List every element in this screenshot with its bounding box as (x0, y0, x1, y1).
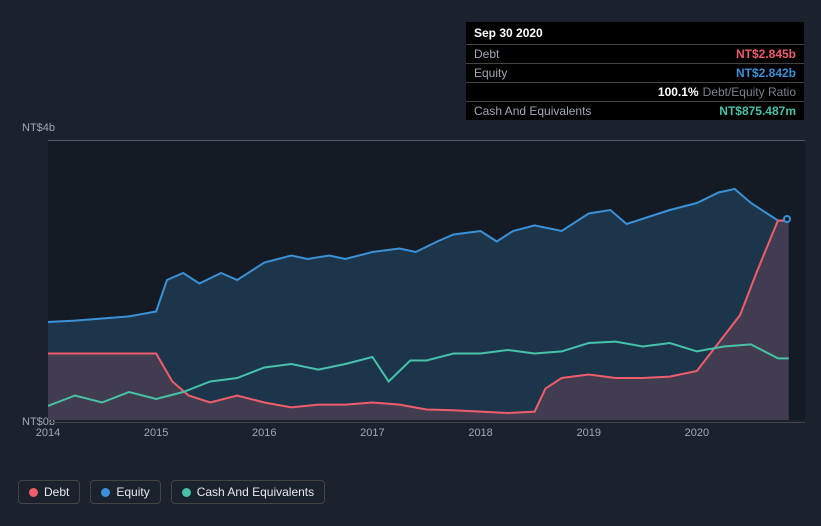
tooltip-row-value: 100.1%Debt/Equity Ratio (658, 85, 796, 99)
legend-label: Debt (44, 485, 69, 499)
chart-panel: Sep 30 2020 Debt NT$2.845b Equity NT$2.842b… (0, 0, 821, 526)
tooltip-row-label: Equity (474, 66, 507, 80)
legend-swatch (182, 488, 191, 497)
x-tick: 2015 (144, 427, 168, 439)
legend-item[interactable]: Equity (90, 480, 160, 504)
legend-label: Equity (116, 485, 149, 499)
legend-swatch (29, 488, 38, 497)
chart-area: NT$4b NT$0b 2014201520162017201820192020 (16, 120, 805, 440)
series-end-marker (783, 215, 791, 223)
x-tick: 2014 (36, 427, 60, 439)
legend-item[interactable]: Cash And Equivalents (171, 480, 325, 504)
x-tick: 2017 (360, 427, 384, 439)
tooltip-row-label: Debt (474, 47, 499, 61)
tooltip-date: Sep 30 2020 (466, 22, 804, 45)
legend-label: Cash And Equivalents (197, 485, 314, 499)
x-tick: 2016 (252, 427, 276, 439)
plot-svg (48, 140, 805, 420)
legend-swatch (101, 488, 110, 497)
chart-tooltip: Sep 30 2020 Debt NT$2.845b Equity NT$2.842b… (466, 22, 804, 120)
tooltip-row-value: NT$2.842b (736, 66, 796, 80)
x-tick: 2020 (685, 427, 709, 439)
x-tick: 2019 (576, 427, 600, 439)
tooltip-row: 100.1%Debt/Equity Ratio (466, 83, 804, 102)
tooltip-row-value: NT$875.487m (719, 104, 796, 118)
x-axis: 2014201520162017201820192020 (48, 422, 805, 440)
tooltip-row-label: Cash And Equivalents (474, 104, 591, 118)
tooltip-row: Equity NT$2.842b (466, 64, 804, 83)
legend: Debt Equity Cash And Equivalents (18, 480, 325, 504)
y-axis-label-top: NT$4b (22, 122, 55, 134)
tooltip-row: Debt NT$2.845b (466, 45, 804, 64)
x-tick: 2018 (468, 427, 492, 439)
tooltip-row: Cash And Equivalents NT$875.487m (466, 102, 804, 120)
plot-region[interactable] (48, 140, 805, 420)
tooltip-row-value: NT$2.845b (736, 47, 796, 61)
legend-item[interactable]: Debt (18, 480, 80, 504)
